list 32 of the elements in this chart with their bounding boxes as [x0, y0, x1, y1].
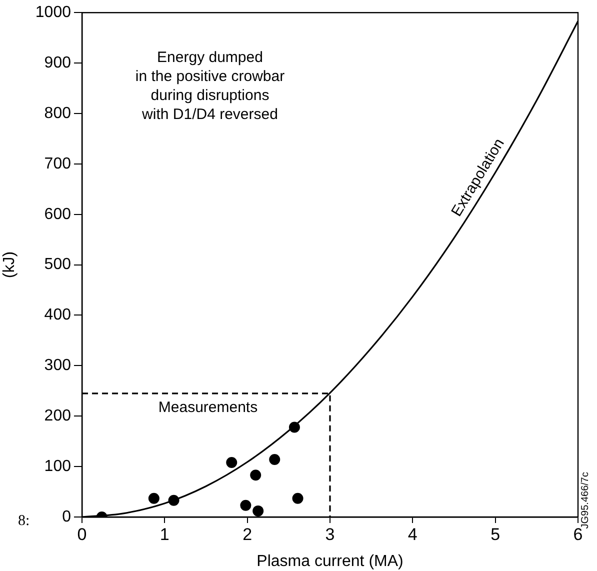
y-tick-label: 0 — [62, 508, 72, 526]
y-tick-label: 200 — [44, 408, 72, 425]
text: JG95.466/7c — [580, 472, 592, 529]
point — [288, 422, 300, 433]
y-tick-label: 600 — [44, 206, 72, 223]
y-axis-title: (kJ) — [1, 251, 18, 278]
x-axis-title: Plasma current (MA) — [256, 552, 404, 570]
x-tick-label: 1 — [160, 524, 170, 544]
y-tick-label: 400 — [44, 306, 72, 324]
y-tick-label: 100 — [44, 458, 72, 475]
text: 8: — [18, 512, 30, 531]
y-tick-label: 700 — [44, 155, 72, 172]
y-tick-label: 300 — [44, 357, 72, 374]
y-tick-label: 1000 — [35, 4, 72, 22]
x-tick-label: 3 — [325, 524, 335, 544]
x-tick-label: 5 — [490, 524, 500, 544]
x-tick-label: 0 — [77, 524, 87, 544]
point — [240, 500, 252, 511]
point — [269, 454, 280, 465]
point — [148, 492, 160, 504]
point — [250, 470, 262, 481]
y-tick-label: 800 — [44, 104, 72, 122]
x-tick-label: 4 — [408, 524, 418, 544]
y-tick-label: 900 — [44, 54, 72, 72]
point — [292, 492, 304, 504]
point — [252, 505, 264, 516]
annotation: Energy dumped in the positive crowbar during disruptions with D1/D4 reversed — [134, 48, 286, 124]
annotation: Measurements — [158, 398, 258, 417]
point — [168, 494, 180, 506]
point — [226, 457, 238, 468]
x-tick-label: 2 — [242, 524, 252, 544]
y-tick-label: 500 — [44, 256, 72, 274]
